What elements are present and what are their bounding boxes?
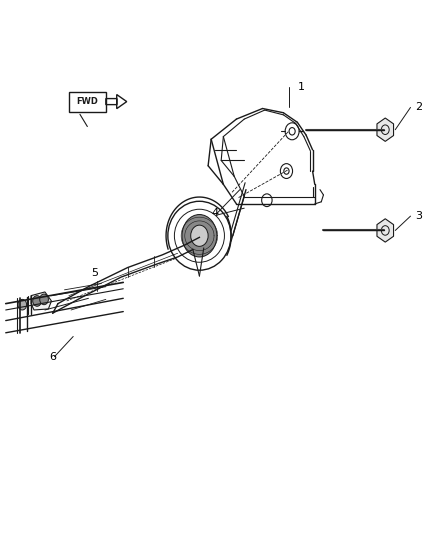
Text: 4: 4 xyxy=(211,208,218,219)
Text: 6: 6 xyxy=(49,352,56,361)
Polygon shape xyxy=(31,292,51,310)
Text: 2: 2 xyxy=(415,102,422,112)
Text: 5: 5 xyxy=(92,268,99,278)
Circle shape xyxy=(18,300,27,310)
Circle shape xyxy=(40,294,48,305)
Circle shape xyxy=(33,296,42,306)
Circle shape xyxy=(191,225,208,246)
Text: FWD: FWD xyxy=(76,97,98,106)
Text: 1: 1 xyxy=(298,82,305,92)
Bar xyxy=(69,92,106,112)
Polygon shape xyxy=(377,219,394,242)
Polygon shape xyxy=(377,118,394,141)
Circle shape xyxy=(182,215,217,257)
Text: 3: 3 xyxy=(415,211,422,221)
